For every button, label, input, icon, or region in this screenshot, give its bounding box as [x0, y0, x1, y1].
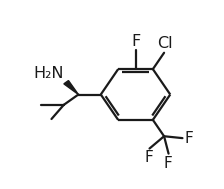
Polygon shape [64, 81, 78, 94]
Text: H₂N: H₂N [33, 66, 64, 81]
Text: F: F [163, 156, 172, 170]
Text: F: F [184, 131, 193, 146]
Text: F: F [144, 150, 153, 165]
Text: Cl: Cl [157, 36, 173, 51]
Text: F: F [131, 34, 140, 49]
